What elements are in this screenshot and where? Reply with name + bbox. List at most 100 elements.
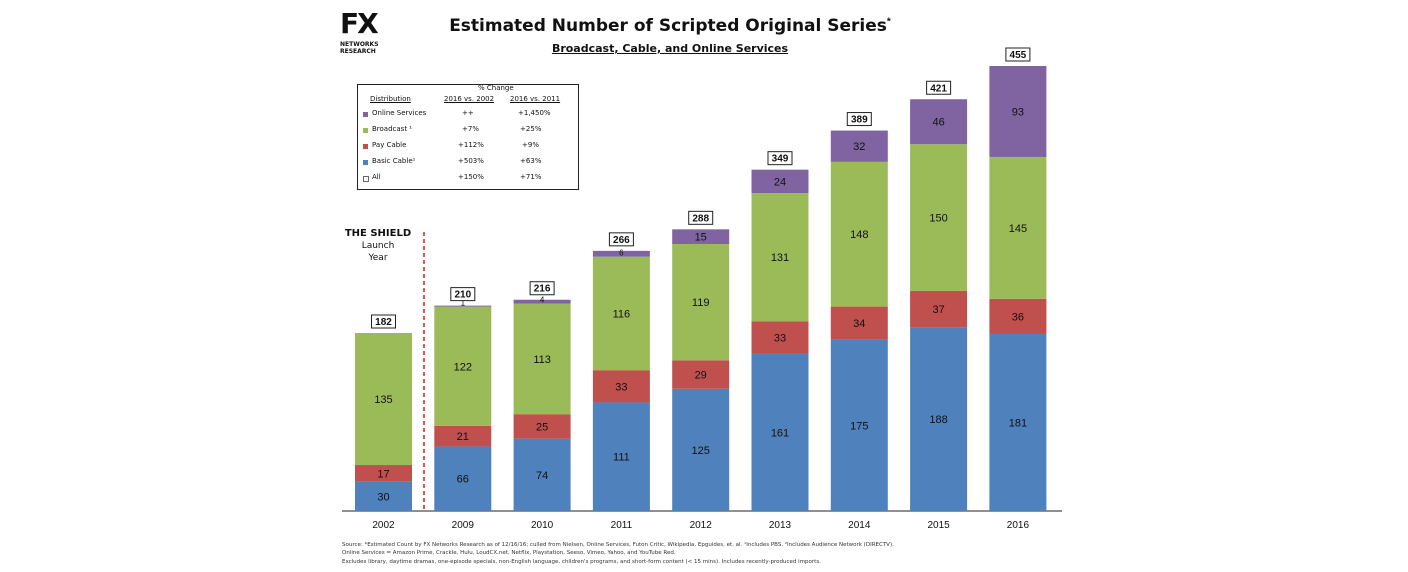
x-tick-label: 2013 — [769, 520, 792, 531]
bar-segment-label: 93 — [1012, 106, 1024, 118]
bar-segment-broadcast — [592, 256, 650, 371]
bar-segment-label: 119 — [692, 297, 710, 309]
bar-segment-label: 175 — [850, 420, 868, 432]
fx-logo-mark: FX — [340, 7, 379, 40]
legend-table: % Change Distribution 2016 vs. 2002 2016… — [357, 84, 579, 190]
bar-segment-label: 150 — [929, 213, 947, 225]
bar-total-box — [529, 281, 555, 296]
bar-segment-broadcast — [672, 244, 730, 361]
legend-row-online: Online Services ++ +1,450% — [358, 107, 578, 123]
footnote-1: Source: *Estimated Count by FX Networks … — [342, 542, 894, 548]
legend-value-a: +150% — [458, 173, 484, 181]
legend-label: All — [372, 173, 381, 181]
bar-segment-online — [592, 250, 650, 257]
bar-total-box — [608, 232, 634, 247]
bar-total-box — [371, 314, 396, 329]
bar-segment-online — [910, 99, 968, 145]
bar-segment-label: 66 — [457, 474, 469, 486]
bar-segment-pay-cable — [434, 425, 492, 447]
fx-logo-line1: NETWORKS — [340, 41, 379, 48]
bar-segment-label: 74 — [536, 470, 548, 482]
bar-segment-label: 6 — [619, 249, 624, 258]
bar-segment-pay-cable — [830, 306, 888, 340]
bar-total-label: 349 — [772, 154, 789, 165]
shield-annotation-line2: Launch — [361, 241, 395, 251]
bar-segment-broadcast — [910, 144, 968, 291]
legend-col-b: 2016 vs. 2011 — [510, 95, 561, 103]
chart-title-wrap: Estimated Number of Scripted Original Se… — [430, 16, 910, 36]
legend-col-distribution: Distribution — [370, 95, 411, 103]
legend-swatch-pay-cable — [363, 144, 368, 149]
bar-segment-label: 111 — [613, 452, 630, 464]
bar-segment-pay-cable — [355, 465, 412, 482]
fx-logo-line2: RESEARCH — [340, 48, 376, 55]
legend-row-pay-cable: Pay Cable +112% +9% — [358, 139, 578, 155]
bar-segment-label: 30 — [377, 491, 389, 503]
legend-pct-change-label: % Change — [478, 84, 514, 92]
bar-segment-label: 113 — [533, 354, 551, 366]
bar-segment-label: 25 — [536, 421, 548, 433]
bar-total-label: 182 — [375, 317, 392, 328]
bar-segment-basic-cable — [910, 327, 968, 511]
bar-total-label: 421 — [930, 83, 947, 94]
legend-label: Broadcast ¹ — [372, 125, 413, 133]
bar-segment-basic-cable — [434, 446, 492, 511]
x-tick-label: 2014 — [848, 520, 871, 531]
bar-segment-basic-cable — [592, 402, 650, 511]
bar-segment-broadcast — [513, 303, 571, 415]
chart-subtitle: Broadcast, Cable, and Online Services — [551, 42, 789, 55]
legend-value-b: +63% — [520, 157, 542, 165]
bar-segment-pay-cable — [592, 370, 650, 403]
x-tick-label: 2016 — [1007, 520, 1030, 531]
bar-segment-label: 33 — [774, 332, 786, 344]
bar-segment-online — [513, 299, 571, 304]
bar-segment-pay-cable — [751, 321, 809, 354]
bar-segment-pay-cable — [910, 290, 968, 328]
bar-segment-broadcast — [989, 156, 1047, 299]
bar-segment-label: 37 — [932, 304, 944, 316]
bar-segment-label: 135 — [374, 394, 392, 406]
x-tick-label: 2009 — [452, 520, 475, 531]
bar-segment-online — [434, 305, 492, 307]
bar-segment-basic-cable — [513, 438, 571, 511]
legend-value-a: +503% — [458, 157, 484, 165]
bar-total-box — [846, 112, 872, 127]
legend-value-a: +112% — [458, 141, 484, 149]
legend-swatch-online — [363, 112, 368, 117]
bar-segment-label: 145 — [1009, 223, 1027, 235]
bar-total-label: 288 — [692, 213, 709, 224]
legend-value-b: +9% — [522, 141, 539, 149]
bar-segment-label: 36 — [1012, 311, 1024, 323]
legend-value-a: ++ — [462, 109, 474, 117]
bar-segment-basic-cable — [672, 388, 730, 511]
legend-row-all: All +150% +71% — [358, 171, 578, 187]
bar-total-label: 216 — [534, 284, 551, 295]
legend-swatch-basic-cable — [363, 160, 368, 165]
bar-total-box — [688, 210, 714, 225]
fx-logo: FX NETWORKS RESEARCH — [340, 10, 392, 62]
bar-segment-broadcast — [355, 333, 412, 466]
legend-value-b: +25% — [520, 125, 542, 133]
shield-annotation: THE SHIELD Launch Year — [330, 228, 426, 263]
x-tick-label: 2002 — [372, 520, 395, 531]
bar-segment-label: 1 — [461, 299, 466, 308]
legend-label: Online Services — [372, 109, 427, 117]
bar-total-box — [926, 80, 952, 95]
bar-total-box — [767, 151, 793, 166]
bar-segment-online — [751, 169, 809, 194]
bar-segment-label: 161 — [771, 427, 789, 439]
bar-segment-broadcast — [434, 306, 492, 426]
footnote-3: Excludes library, daytime dramas, one-ep… — [342, 559, 821, 565]
bar-segment-label: 32 — [853, 141, 865, 153]
legend-swatch-all — [363, 176, 369, 182]
bar-segment-label: 116 — [613, 308, 631, 320]
bar-segment-label: 148 — [850, 229, 868, 241]
x-tick-label: 2010 — [531, 520, 554, 531]
bar-segment-pay-cable — [989, 298, 1047, 334]
bar-total-label: 266 — [613, 235, 630, 246]
bar-segment-label: 17 — [377, 468, 389, 480]
bar-segment-online — [989, 66, 1047, 157]
chart-title: Estimated Number of Scripted Original Se… — [449, 16, 887, 36]
bar-segment-basic-cable — [355, 481, 412, 511]
footnote-2: Online Services = Amazon Prime, Crackle,… — [342, 550, 676, 556]
